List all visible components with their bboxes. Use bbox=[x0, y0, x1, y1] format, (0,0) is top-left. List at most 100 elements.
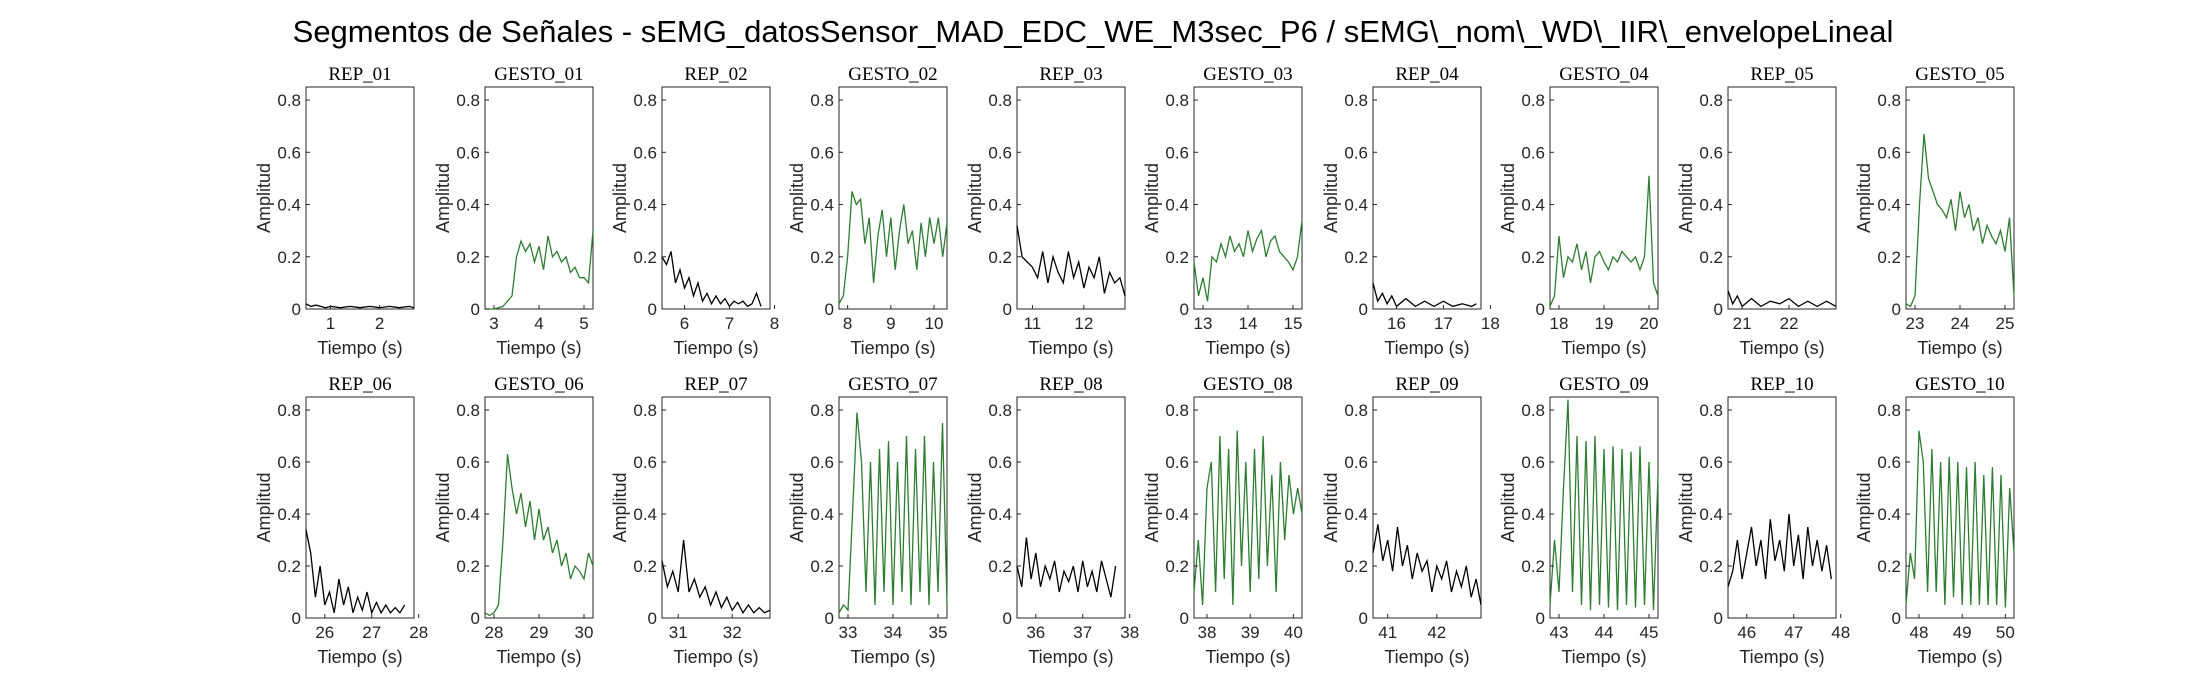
x-tick-label: 13 bbox=[1194, 314, 1213, 333]
x-tick-label: 17 bbox=[1434, 314, 1453, 333]
subplot-title: GESTO_03 bbox=[1203, 64, 1292, 85]
y-tick-label: 0.2 bbox=[456, 248, 480, 267]
y-tick-label: 0.8 bbox=[277, 91, 301, 110]
x-tick-label: 50 bbox=[1996, 623, 2015, 642]
x-tick-label: 22 bbox=[1780, 314, 1799, 333]
subplot-rep-04: 0 0.2 0.4 0.6 0.8 16 17 18 REP_04 Tiempo (s) Ampli… bbox=[1321, 64, 1500, 358]
series-line bbox=[1016, 537, 1117, 598]
y-tick-label: 0 bbox=[1180, 300, 1189, 319]
series-line bbox=[1549, 399, 1659, 611]
subplot-title: GESTO_10 bbox=[1915, 374, 2004, 395]
y-tick-label: 0.6 bbox=[456, 143, 480, 162]
subplot-gesto-01: 0 0.2 0.4 0.6 0.8 3 4 5 GESTO_01 Tiempo (s) Amplit… bbox=[433, 64, 594, 358]
y-tick-label: 0.2 bbox=[633, 557, 657, 576]
subplot-rep-01: 0 0.2 0.4 0.6 0.8 1 2 REP_01 Tiempo (s) Amplitud bbox=[254, 64, 415, 358]
x-tick-label: 39 bbox=[1241, 623, 1260, 642]
subplot-title: GESTO_01 bbox=[494, 64, 583, 85]
y-tick-label: 0 bbox=[1003, 300, 1012, 319]
x-tick-label: 36 bbox=[1026, 623, 1045, 642]
y-tick-label: 0.4 bbox=[1344, 505, 1368, 524]
series-line bbox=[1193, 430, 1303, 606]
y-tick-label: 0.2 bbox=[1699, 248, 1723, 267]
y-tick-label: 0.4 bbox=[1165, 196, 1189, 215]
y-tick-label: 0.6 bbox=[277, 453, 301, 472]
y-tick-label: 0.4 bbox=[988, 196, 1012, 215]
y-tick-label: 0.8 bbox=[277, 401, 301, 420]
y-tick-label: 0.8 bbox=[810, 91, 834, 110]
y-axis-label: Amplitud bbox=[1498, 163, 1518, 233]
y-axis-label: Amplitud bbox=[1676, 163, 1696, 233]
y-tick-label: 0.2 bbox=[1165, 557, 1189, 576]
y-tick-label: 0 bbox=[1892, 300, 1901, 319]
y-tick-label: 0.6 bbox=[1699, 143, 1723, 162]
x-axis-label: Tiempo (s) bbox=[1561, 338, 1646, 358]
series-line bbox=[838, 412, 948, 614]
y-tick-label: 0.4 bbox=[988, 505, 1012, 524]
x-tick-label: 48 bbox=[1909, 623, 1928, 642]
axes-box bbox=[484, 86, 594, 310]
subplot-title: REP_10 bbox=[1750, 374, 1813, 395]
x-axis-label: Tiempo (s) bbox=[1739, 338, 1824, 358]
y-tick-label: 0.4 bbox=[456, 505, 480, 524]
x-tick-label: 14 bbox=[1239, 314, 1258, 333]
y-tick-label: 0.8 bbox=[1877, 91, 1901, 110]
y-tick-label: 0.4 bbox=[810, 196, 834, 215]
y-tick-label: 0.6 bbox=[1699, 453, 1723, 472]
subplot-title: GESTO_07 bbox=[848, 374, 937, 395]
x-axis-label: Tiempo (s) bbox=[1384, 338, 1469, 358]
y-tick-label: 0 bbox=[648, 609, 657, 628]
y-tick-label: 0.6 bbox=[633, 143, 657, 162]
y-axis-label: Amplitud bbox=[1676, 472, 1696, 542]
y-tick-label: 0.8 bbox=[988, 401, 1012, 420]
y-tick-label: 0.4 bbox=[1699, 505, 1723, 524]
y-tick-label: 0.4 bbox=[1699, 196, 1723, 215]
x-tick-label: 24 bbox=[1951, 314, 1970, 333]
x-tick-label: 19 bbox=[1595, 314, 1614, 333]
y-tick-label: 0.8 bbox=[1344, 91, 1368, 110]
x-tick-label: 6 bbox=[680, 314, 689, 333]
x-axis-label: Tiempo (s) bbox=[1739, 647, 1824, 667]
subplot-title: REP_09 bbox=[1395, 374, 1458, 395]
subplot-gesto-09: 0 0.2 0.4 0.6 0.8 43 44 45 GESTO_09 Tiempo (s) Amp… bbox=[1498, 374, 1659, 667]
y-tick-label: 0.6 bbox=[988, 453, 1012, 472]
x-tick-label: 21 bbox=[1733, 314, 1752, 333]
y-tick-label: 0.6 bbox=[633, 453, 657, 472]
x-tick-label: 1 bbox=[326, 314, 335, 333]
series-line bbox=[838, 191, 948, 305]
y-axis-label: Amplitud bbox=[1321, 163, 1341, 233]
y-tick-label: 0 bbox=[1714, 609, 1723, 628]
x-tick-label: 46 bbox=[1737, 623, 1756, 642]
series-line bbox=[1372, 524, 1482, 606]
subplot-rep-07: 0 0.2 0.4 0.6 0.8 31 32 REP_07 Tiempo (s) Amplitu… bbox=[610, 374, 771, 667]
y-tick-label: 0.6 bbox=[1877, 143, 1901, 162]
x-tick-label: 37 bbox=[1073, 623, 1092, 642]
x-tick-label: 43 bbox=[1550, 623, 1569, 642]
y-axis-label: Amplitud bbox=[787, 472, 807, 542]
series-line bbox=[1905, 133, 2015, 308]
axes-box bbox=[305, 86, 415, 310]
y-tick-label: 0.8 bbox=[988, 91, 1012, 110]
x-tick-label: 45 bbox=[1640, 623, 1659, 642]
y-tick-label: 0 bbox=[825, 609, 834, 628]
x-tick-label: 7 bbox=[725, 314, 734, 333]
y-axis-label: Amplitud bbox=[1142, 163, 1162, 233]
axes-box bbox=[305, 396, 415, 619]
x-axis-label: Tiempo (s) bbox=[1028, 338, 1113, 358]
y-tick-label: 0.4 bbox=[1877, 196, 1901, 215]
y-tick-label: 0.4 bbox=[1521, 505, 1545, 524]
series-line bbox=[484, 454, 594, 617]
axes-box bbox=[1016, 396, 1126, 619]
x-axis-label: Tiempo (s) bbox=[317, 647, 402, 667]
series-line bbox=[305, 303, 415, 309]
series-line bbox=[661, 539, 771, 615]
y-tick-label: 0 bbox=[648, 300, 657, 319]
y-tick-label: 0 bbox=[292, 300, 301, 319]
x-axis-label: Tiempo (s) bbox=[1384, 647, 1469, 667]
y-tick-label: 0.8 bbox=[1344, 401, 1368, 420]
x-axis-label: Tiempo (s) bbox=[850, 647, 935, 667]
y-tick-label: 0 bbox=[1359, 609, 1368, 628]
axes-box bbox=[1372, 396, 1482, 619]
y-tick-label: 0.8 bbox=[633, 91, 657, 110]
y-tick-label: 0.4 bbox=[633, 505, 657, 524]
y-tick-label: 0.2 bbox=[1521, 248, 1545, 267]
